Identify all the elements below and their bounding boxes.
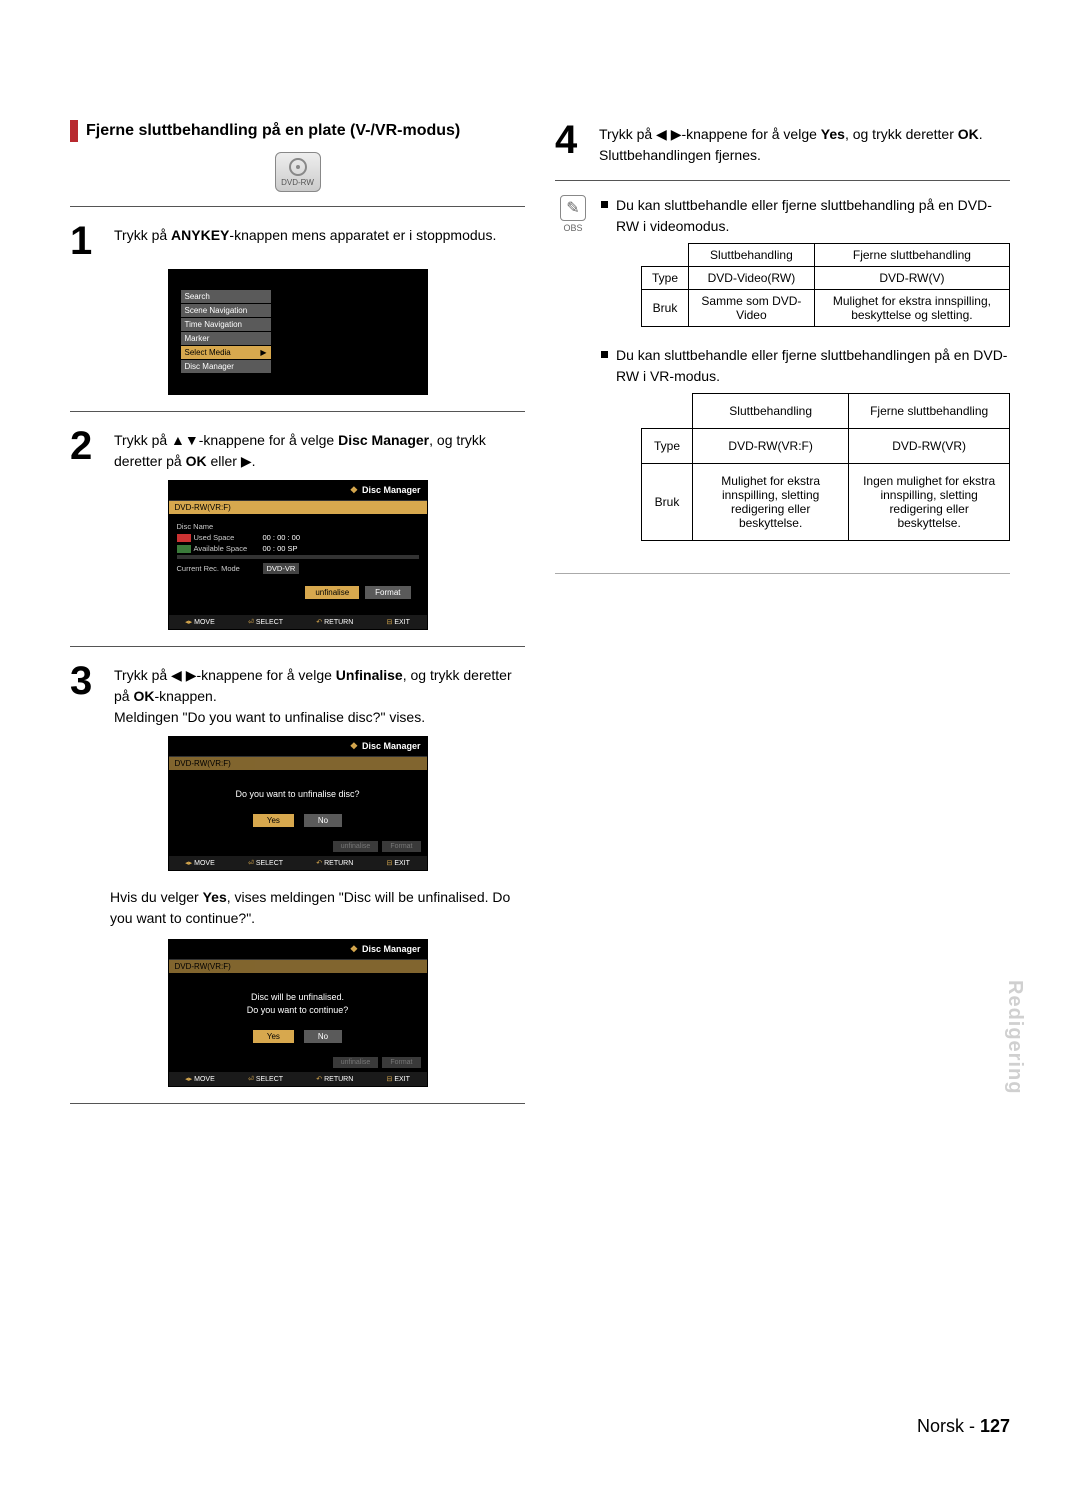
side-tab: Redigering: [1003, 980, 1026, 1094]
table-cell: DVD-RW(VR): [849, 429, 1010, 464]
osd-screenshot-confirm2: ❖Disc Manager DVD-RW(VR:F) Disc will be …: [168, 939, 428, 1087]
osd-footer: ◂▸MOVE ⏎SELECT ↶RETURN ⊟EXIT: [169, 615, 427, 629]
table-header: Sluttbehandling: [689, 244, 815, 267]
step-text: Trykk på ANYKEY-knappen mens apparatet e…: [114, 221, 496, 246]
section-title: Fjerne sluttbehandling på en plate (V-/V…: [86, 122, 460, 140]
dialog-message: Do you want to unfinalise disc?: [169, 770, 427, 814]
menu-item: Disc Manager: [181, 360, 271, 373]
disc-type-badge: DVD-RW: [275, 152, 321, 192]
menu-item: Marker: [181, 332, 271, 345]
table-cell: Samme som DVD-Video: [689, 290, 815, 327]
diamond-icon: ❖: [350, 741, 358, 751]
table-header: Fjerne sluttbehandling: [814, 244, 1009, 267]
pencil-note-icon: ✎: [560, 195, 586, 221]
dialog-yes: Yes: [253, 814, 294, 827]
dialog-yes: Yes: [253, 1030, 294, 1043]
step-number: 4: [555, 120, 591, 160]
step-2: 2 Trykk på ▲▼-knappene for å velge Disc …: [70, 426, 525, 472]
available-icon: [177, 545, 191, 553]
table-row-header: Bruk: [642, 290, 689, 327]
osd-footer: ◂▸MOVE ⏎SELECT ↶RETURN ⊟EXIT: [169, 856, 427, 870]
diamond-icon: ❖: [350, 485, 358, 495]
info-table-1: Sluttbehandling Fjerne sluttbehandling T…: [641, 243, 1010, 327]
note-bullet: Du kan sluttbehandle eller fjerne sluttb…: [601, 345, 1010, 387]
table-cell: Mulighet for ekstra innspilling, beskytt…: [814, 290, 1009, 327]
step-number: 2: [70, 426, 106, 466]
table-cell: Mulighet for ekstra innspilling, slettin…: [693, 464, 849, 541]
step-text: Trykk på ◀ ▶-knappene for å velge Unfina…: [114, 661, 525, 728]
used-icon: [177, 534, 191, 542]
divider: [70, 206, 525, 207]
table-header: Fjerne sluttbehandling: [849, 394, 1010, 429]
divider: [70, 1103, 525, 1104]
osd-footer: ◂▸MOVE ⏎SELECT ↶RETURN ⊟EXIT: [169, 1072, 427, 1086]
table-cell: DVD-RW(V): [814, 267, 1009, 290]
osd-button-unfinalise: unfinalise: [305, 586, 359, 599]
divider: [555, 573, 1010, 574]
osd-subbar: DVD-RW(VR:F): [169, 501, 427, 514]
table-row-header: Bruk: [642, 464, 693, 541]
info-table-2: Sluttbehandling Fjerne sluttbehandling T…: [641, 393, 1010, 541]
diamond-icon: ❖: [350, 944, 358, 954]
table-row-header: Type: [642, 429, 693, 464]
step-4: 4 Trykk på ◀ ▶-knappene for å velge Yes,…: [555, 120, 1010, 166]
note-block: ✎ OBS Du kan sluttbehandle eller fjerne …: [555, 195, 1010, 559]
osd-button-format: Format: [365, 586, 410, 599]
progress-bar: [177, 555, 419, 559]
osd-screenshot-menu: Search Scene Navigation Time Navigation …: [168, 269, 428, 395]
menu-item-selected: Select Media▶: [181, 346, 271, 359]
step-number: 1: [70, 221, 106, 261]
table-row-header: Type: [642, 267, 689, 290]
dialog-no: No: [304, 1030, 342, 1043]
table-cell: DVD-Video(RW): [689, 267, 815, 290]
step-text: Trykk på ▲▼-knappene for å velge Disc Ma…: [114, 426, 525, 472]
table-cell: Ingen mulighet for ekstra innspilling, s…: [849, 464, 1010, 541]
note-icon: ✎ OBS: [555, 195, 591, 233]
section-heading: Fjerne sluttbehandling på en plate (V-/V…: [70, 120, 525, 142]
menu-item: Scene Navigation: [181, 304, 271, 317]
dialog-no: No: [304, 814, 342, 827]
disc-badge-label: DVD-RW: [281, 178, 314, 187]
page-footer: Norsk - 127: [917, 1416, 1010, 1437]
osd-screenshot-discmanager: ❖Disc Manager DVD-RW(VR:F) Disc Name Use…: [168, 480, 428, 630]
divider: [555, 180, 1010, 181]
step-3: 3 Trykk på ◀ ▶-knappene for å velge Unfi…: [70, 661, 525, 728]
divider: [70, 646, 525, 647]
bullet-icon: [601, 351, 608, 358]
bullet-icon: [601, 201, 608, 208]
table-cell: DVD-RW(VR:F): [693, 429, 849, 464]
dialog-message: Disc will be unfinalised. Do you want to…: [169, 973, 427, 1030]
note-bullet: Du kan sluttbehandle eller fjerne sluttb…: [601, 195, 1010, 237]
menu-item: Time Navigation: [181, 318, 271, 331]
step-number: 3: [70, 661, 106, 701]
table-header: [642, 394, 693, 429]
step-3-followup: Hvis du velger Yes, vises meldingen "Dis…: [70, 887, 525, 929]
accent-bar: [70, 120, 78, 142]
divider: [70, 411, 525, 412]
chevron-right-icon: ▶: [260, 348, 266, 357]
menu-item: Search: [181, 290, 271, 303]
step-1: 1 Trykk på ANYKEY-knappen mens apparatet…: [70, 221, 525, 261]
step-text: Trykk på ◀ ▶-knappene for å velge Yes, o…: [599, 120, 983, 166]
table-header: Sluttbehandling: [693, 394, 849, 429]
osd-screenshot-confirm1: ❖Disc Manager DVD-RW(VR:F) Do you want t…: [168, 736, 428, 871]
disc-icon: [289, 158, 307, 176]
table-header: [642, 244, 689, 267]
